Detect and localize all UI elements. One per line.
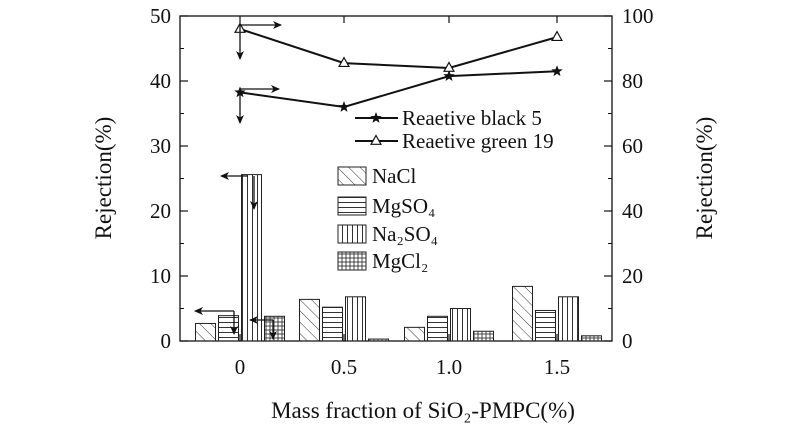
bar-1-0 <box>218 315 239 342</box>
x-tick-label-1: 0.5 <box>331 355 357 379</box>
bar-0-2 <box>404 326 425 342</box>
y-tick-labels-right: 0 20 40 60 80 100 <box>622 4 654 353</box>
marker-1-2 <box>443 61 455 72</box>
bar-3-2 <box>473 330 494 342</box>
bar-0-1 <box>299 298 320 342</box>
legend-swatch-3 <box>337 251 367 271</box>
x-axis-title: Mass fraction of SiO₂-PMPC(%) <box>271 398 575 423</box>
y-tick-label-right-1: 20 <box>622 264 643 288</box>
y-tick-label-left-0: 0 <box>161 329 172 353</box>
y-tick-label-right-5: 100 <box>622 4 654 28</box>
bar-0-3 <box>512 285 533 342</box>
marker-1-3 <box>551 30 563 42</box>
legend-label-bar-2: Na₂SO₄ <box>372 222 438 246</box>
legend-swatch-1 <box>337 196 367 216</box>
legend-swatch-2 <box>337 224 367 244</box>
bar-1-1 <box>322 306 343 342</box>
marker-0-2 <box>443 70 455 81</box>
bar-0-0 <box>195 322 216 342</box>
y-axis-title-right: Rejection(%) <box>692 117 717 240</box>
bar-2-0 <box>241 174 262 342</box>
bar-3-1 <box>368 338 389 342</box>
bars-layer <box>195 174 602 342</box>
legend-label-triangle: Reaetive green 19 <box>402 129 554 153</box>
legend-triangle-icon <box>370 134 382 145</box>
y-tick-label-right-3: 60 <box>622 134 643 158</box>
x-tick-label-2: 1.0 <box>436 355 462 379</box>
y-tick-labels-left: 0 10 20 30 40 50 <box>150 4 171 353</box>
y-tick-label-left-2: 20 <box>150 199 171 223</box>
y-tick-label-left-5: 50 <box>150 4 171 28</box>
y-axis-title-left: Rejection(%) <box>91 117 116 240</box>
axis-indicator-arrows <box>194 21 282 340</box>
bar-1-2 <box>427 315 448 342</box>
bar-2-2 <box>450 308 471 342</box>
line-series-0 <box>239 70 558 109</box>
y-tick-label-left-1: 10 <box>150 264 171 288</box>
y-tick-label-right-0: 0 <box>622 329 633 353</box>
lines-layer <box>234 22 563 112</box>
legend-label-bar-1: MgSO₄ <box>372 194 435 218</box>
bar-3-3 <box>581 335 602 342</box>
y-tick-label-right-4: 80 <box>622 69 643 93</box>
x-tick-label-3: 1.5 <box>544 355 570 379</box>
x-tick-labels: 0 0.5 1.0 1.5 <box>235 355 570 379</box>
y-tick-label-right-2: 40 <box>622 199 643 223</box>
ticks-layer <box>180 15 612 342</box>
legend-swatch-0 <box>337 166 367 186</box>
legend-label-star: Reaetive black 5 <box>402 106 542 130</box>
bar-2-3 <box>558 296 579 342</box>
legend-star-icon <box>370 112 382 123</box>
marker-0-3 <box>551 65 563 77</box>
bar-2-1 <box>345 296 366 342</box>
legend-label-bar-0: NaCl <box>372 164 416 188</box>
bar-1-3 <box>535 309 556 342</box>
marker-1-1 <box>338 56 350 68</box>
y-tick-label-left-4: 40 <box>150 69 171 93</box>
x-tick-label-0: 0 <box>235 355 246 379</box>
y-tick-label-left-3: 30 <box>150 134 171 158</box>
line-series-1 <box>239 28 558 70</box>
legend-label-bar-3: MgCl₂ <box>372 249 428 273</box>
marker-0-1 <box>338 101 350 112</box>
